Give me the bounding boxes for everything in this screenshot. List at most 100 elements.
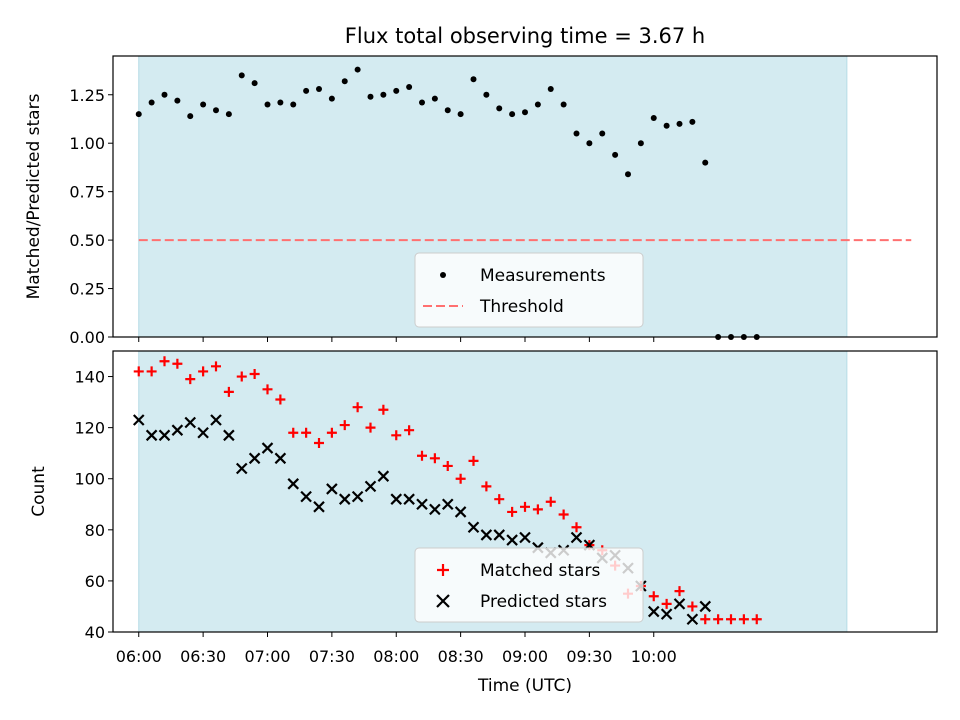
legend-box	[414, 252, 644, 328]
predicted-star-point	[390, 493, 403, 505]
matched-star-point	[211, 361, 221, 372]
measurement-point	[612, 151, 619, 158]
measurement-point	[444, 107, 451, 114]
top-panel: 0.00 0.25 0.50 0.75 1.00 1.25 Matched/Predicte…	[24, 55, 938, 347]
predicted-star-point	[261, 442, 274, 454]
predicted-star-point	[467, 521, 480, 534]
measurement-point	[354, 66, 361, 73]
x-tick-label: 09:00	[502, 647, 548, 666]
matched-star-point	[571, 522, 582, 533]
matched-star-point	[507, 506, 518, 517]
predicted-star-point	[248, 452, 261, 465]
x-tick-label: 10:00	[631, 647, 677, 666]
matched-star-point	[751, 614, 762, 625]
matched-star-point	[275, 394, 286, 405]
matched-star-point	[713, 614, 724, 625]
y-tick-label: 100	[74, 470, 105, 489]
matched-star-point	[520, 501, 530, 512]
matched-star-point	[545, 496, 556, 507]
matched-star-point	[146, 366, 157, 377]
predicted-star-point	[326, 483, 338, 495]
measurement-point	[380, 91, 387, 98]
measurement-point	[161, 91, 168, 98]
predicted-star-point	[364, 480, 377, 493]
measurement-point	[431, 95, 438, 102]
predicted-star-point	[171, 424, 184, 436]
measurement-point	[663, 122, 670, 129]
measurement-point	[406, 84, 413, 91]
matched-star-point	[391, 430, 402, 441]
measurement-point	[676, 120, 683, 127]
measurement-point	[509, 111, 516, 118]
predicted-star-point	[377, 470, 390, 482]
predicted-star-point	[132, 414, 145, 426]
predicted-star-point	[274, 452, 287, 465]
measurement-point	[470, 76, 477, 83]
x-tick-label: 06:30	[180, 647, 226, 666]
matched-star-point	[236, 371, 247, 382]
predicted-star-point	[416, 498, 428, 511]
legend: Measurements Threshold	[414, 252, 644, 328]
legend-box	[414, 547, 644, 623]
predicted-star-point	[480, 529, 493, 541]
legend-label: Measurements	[480, 266, 606, 286]
matched-star-point	[198, 366, 209, 377]
matched-star-point	[648, 591, 659, 602]
matched-star-point	[172, 358, 183, 369]
measurement-point	[496, 105, 503, 112]
x-tick-label: 09:30	[566, 647, 612, 666]
legend-label: Predicted stars	[480, 592, 607, 612]
predicted-star-point	[145, 429, 158, 442]
matched-star-point	[468, 455, 479, 466]
predicted-star-point	[519, 531, 531, 544]
legend-measurement-swatch	[440, 272, 446, 278]
matched-star-point	[738, 614, 749, 625]
measurement-point	[702, 159, 709, 166]
measurement-point	[483, 91, 490, 98]
matched-star-point	[352, 402, 363, 413]
predicted-star-point	[300, 490, 312, 503]
matched-star-point	[339, 420, 350, 431]
matched-star-point	[726, 614, 736, 625]
matched-star-point	[326, 427, 337, 438]
predicted-star-point	[197, 426, 209, 439]
measurement-point	[586, 140, 593, 147]
x-tick-label: 07:00	[244, 647, 290, 666]
x-tick-label: 08:00	[373, 647, 419, 666]
predicted-star-point	[338, 493, 351, 505]
measurement-point	[225, 111, 232, 118]
predicted-star-point	[441, 498, 454, 511]
matched-star-point	[365, 422, 376, 433]
x-tick-label: 08:30	[438, 647, 484, 666]
measurement-point	[367, 93, 374, 100]
measurement-point	[560, 101, 567, 108]
axes-frame	[112, 350, 938, 633]
matched-star-point	[378, 404, 389, 415]
measurement-point	[238, 72, 245, 79]
measurement-point	[625, 171, 631, 178]
matched-star-point	[417, 450, 427, 461]
measurement-point	[522, 109, 528, 116]
x-tick-label: 07:30	[309, 647, 355, 666]
predicted-star-point	[235, 462, 248, 475]
y-tick-label: 0.50	[69, 231, 105, 250]
y-tick-label: 60	[85, 572, 105, 591]
measurement-point	[599, 130, 606, 137]
chart-title: Flux total observing time = 3.67 h	[345, 24, 705, 48]
matched-star-point	[404, 425, 415, 436]
measurement-point	[393, 87, 400, 94]
axes-frame	[112, 55, 938, 338]
y-tick-label: 120	[74, 419, 105, 438]
predicted-star-point	[454, 506, 467, 518]
legend-predicted-swatch	[436, 594, 450, 608]
legend-matched-swatch	[437, 564, 449, 576]
predicted-star-point	[223, 429, 235, 442]
y-tick-label: 1.00	[69, 134, 105, 153]
measurement-point	[290, 101, 297, 108]
matched-star-point	[442, 460, 453, 471]
measurement-point	[534, 101, 541, 108]
predicted-star-point	[673, 598, 686, 610]
matched-star-point	[288, 427, 299, 438]
legend-label: Threshold	[479, 297, 564, 317]
matched-star-point	[429, 453, 440, 464]
